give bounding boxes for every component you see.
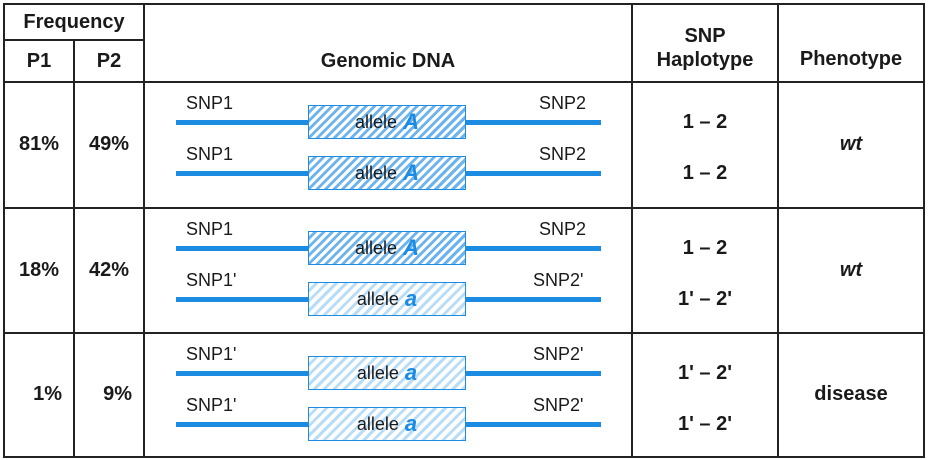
allele-symbol: a (404, 411, 418, 436)
allele-box: allele a (308, 407, 466, 441)
allele-symbol: A (403, 235, 419, 260)
allele-word: allele (355, 111, 398, 132)
header-snp-text: SNP (684, 25, 726, 47)
phenotype-value: disease (814, 383, 888, 405)
allele-word: allele (356, 413, 399, 434)
allele-symbol: A (403, 160, 419, 185)
freq-p1-value: 1% (33, 383, 62, 405)
haplotype-value: 1' – 2' (678, 412, 732, 435)
grid-col-p1p2 (73, 39, 75, 457)
grid-header-bottom (4, 81, 924, 83)
grid-row2-bottom (4, 332, 924, 334)
allele-symbol: a (404, 360, 418, 385)
snp-label-right: SNP2 (539, 93, 587, 113)
snp-label-left: SNP1 (186, 93, 234, 113)
grid-outer-right (923, 3, 925, 458)
grid-outer-bottom (4, 456, 924, 458)
snp-label-right: SNP2' (533, 270, 584, 290)
haplotype-value: 1 – 2 (682, 236, 728, 259)
grid-row1-bottom (4, 207, 924, 209)
allele-box: allele a (308, 282, 466, 316)
header-p2: P2 (74, 40, 144, 82)
haplotype-value: 1' – 2' (678, 361, 732, 384)
allele-word: allele (355, 237, 398, 258)
snp-label-right: SNP2 (539, 219, 587, 239)
header-genomic-dna: Genomic DNA (144, 40, 632, 82)
header-phenotype: Phenotype (778, 4, 924, 82)
allele-word: allele (356, 288, 399, 309)
header-frequency: Frequency (4, 4, 144, 40)
allele-box: allele A (308, 156, 466, 190)
snp-label-right: SNP2' (533, 395, 584, 415)
freq-p2-value: 9% (103, 383, 132, 405)
allele-word: allele (356, 362, 399, 383)
haplotype-value: 1' – 2' (678, 287, 732, 310)
snp-label-left: SNP1' (186, 344, 237, 364)
snp-label-left: SNP1' (186, 270, 237, 290)
header-p1-text: P1 (26, 50, 52, 72)
grid-col-hap (777, 4, 779, 457)
snp-label-right: SNP2' (533, 344, 584, 364)
grid-col-dna (631, 4, 633, 457)
header-p1: P1 (4, 40, 74, 82)
header-genomic-dna-text: Genomic DNA (320, 50, 456, 72)
phenotype-value: wt (839, 133, 863, 155)
haplotype-value: 1 – 2 (682, 110, 728, 133)
haplotype-value: 1 – 2 (682, 161, 728, 184)
header-phenotype-text: Phenotype (799, 48, 903, 70)
header-snp-haplotype: SNP Haplotype (632, 4, 778, 82)
snp-label-left: SNP1 (186, 144, 234, 164)
allele-symbol: A (403, 109, 419, 134)
phenotype-value: wt (839, 258, 863, 281)
freq-p2-value: 49% (88, 133, 130, 155)
snp-label-right: SNP2 (539, 144, 587, 164)
freq-p1-value: 18% (18, 258, 60, 281)
snp-label-left: SNP1 (186, 219, 234, 239)
freq-p2-value: 42% (88, 258, 130, 281)
header-haplotype-text: Haplotype (656, 49, 754, 71)
grid-col-freq (143, 4, 145, 457)
allele-box: allele A (308, 105, 466, 139)
snp-label-left: SNP1' (186, 395, 237, 415)
allele-symbol: a (404, 286, 418, 311)
allele-box: allele a (308, 356, 466, 390)
grid-outer-top (4, 3, 924, 5)
allele-box: allele A (308, 231, 466, 265)
freq-p1-value: 81% (18, 133, 60, 155)
allele-word: allele (355, 162, 398, 183)
grid-outer-left (3, 3, 5, 458)
header-frequency-text: Frequency (23, 11, 125, 33)
header-p2-text: P2 (96, 50, 122, 72)
